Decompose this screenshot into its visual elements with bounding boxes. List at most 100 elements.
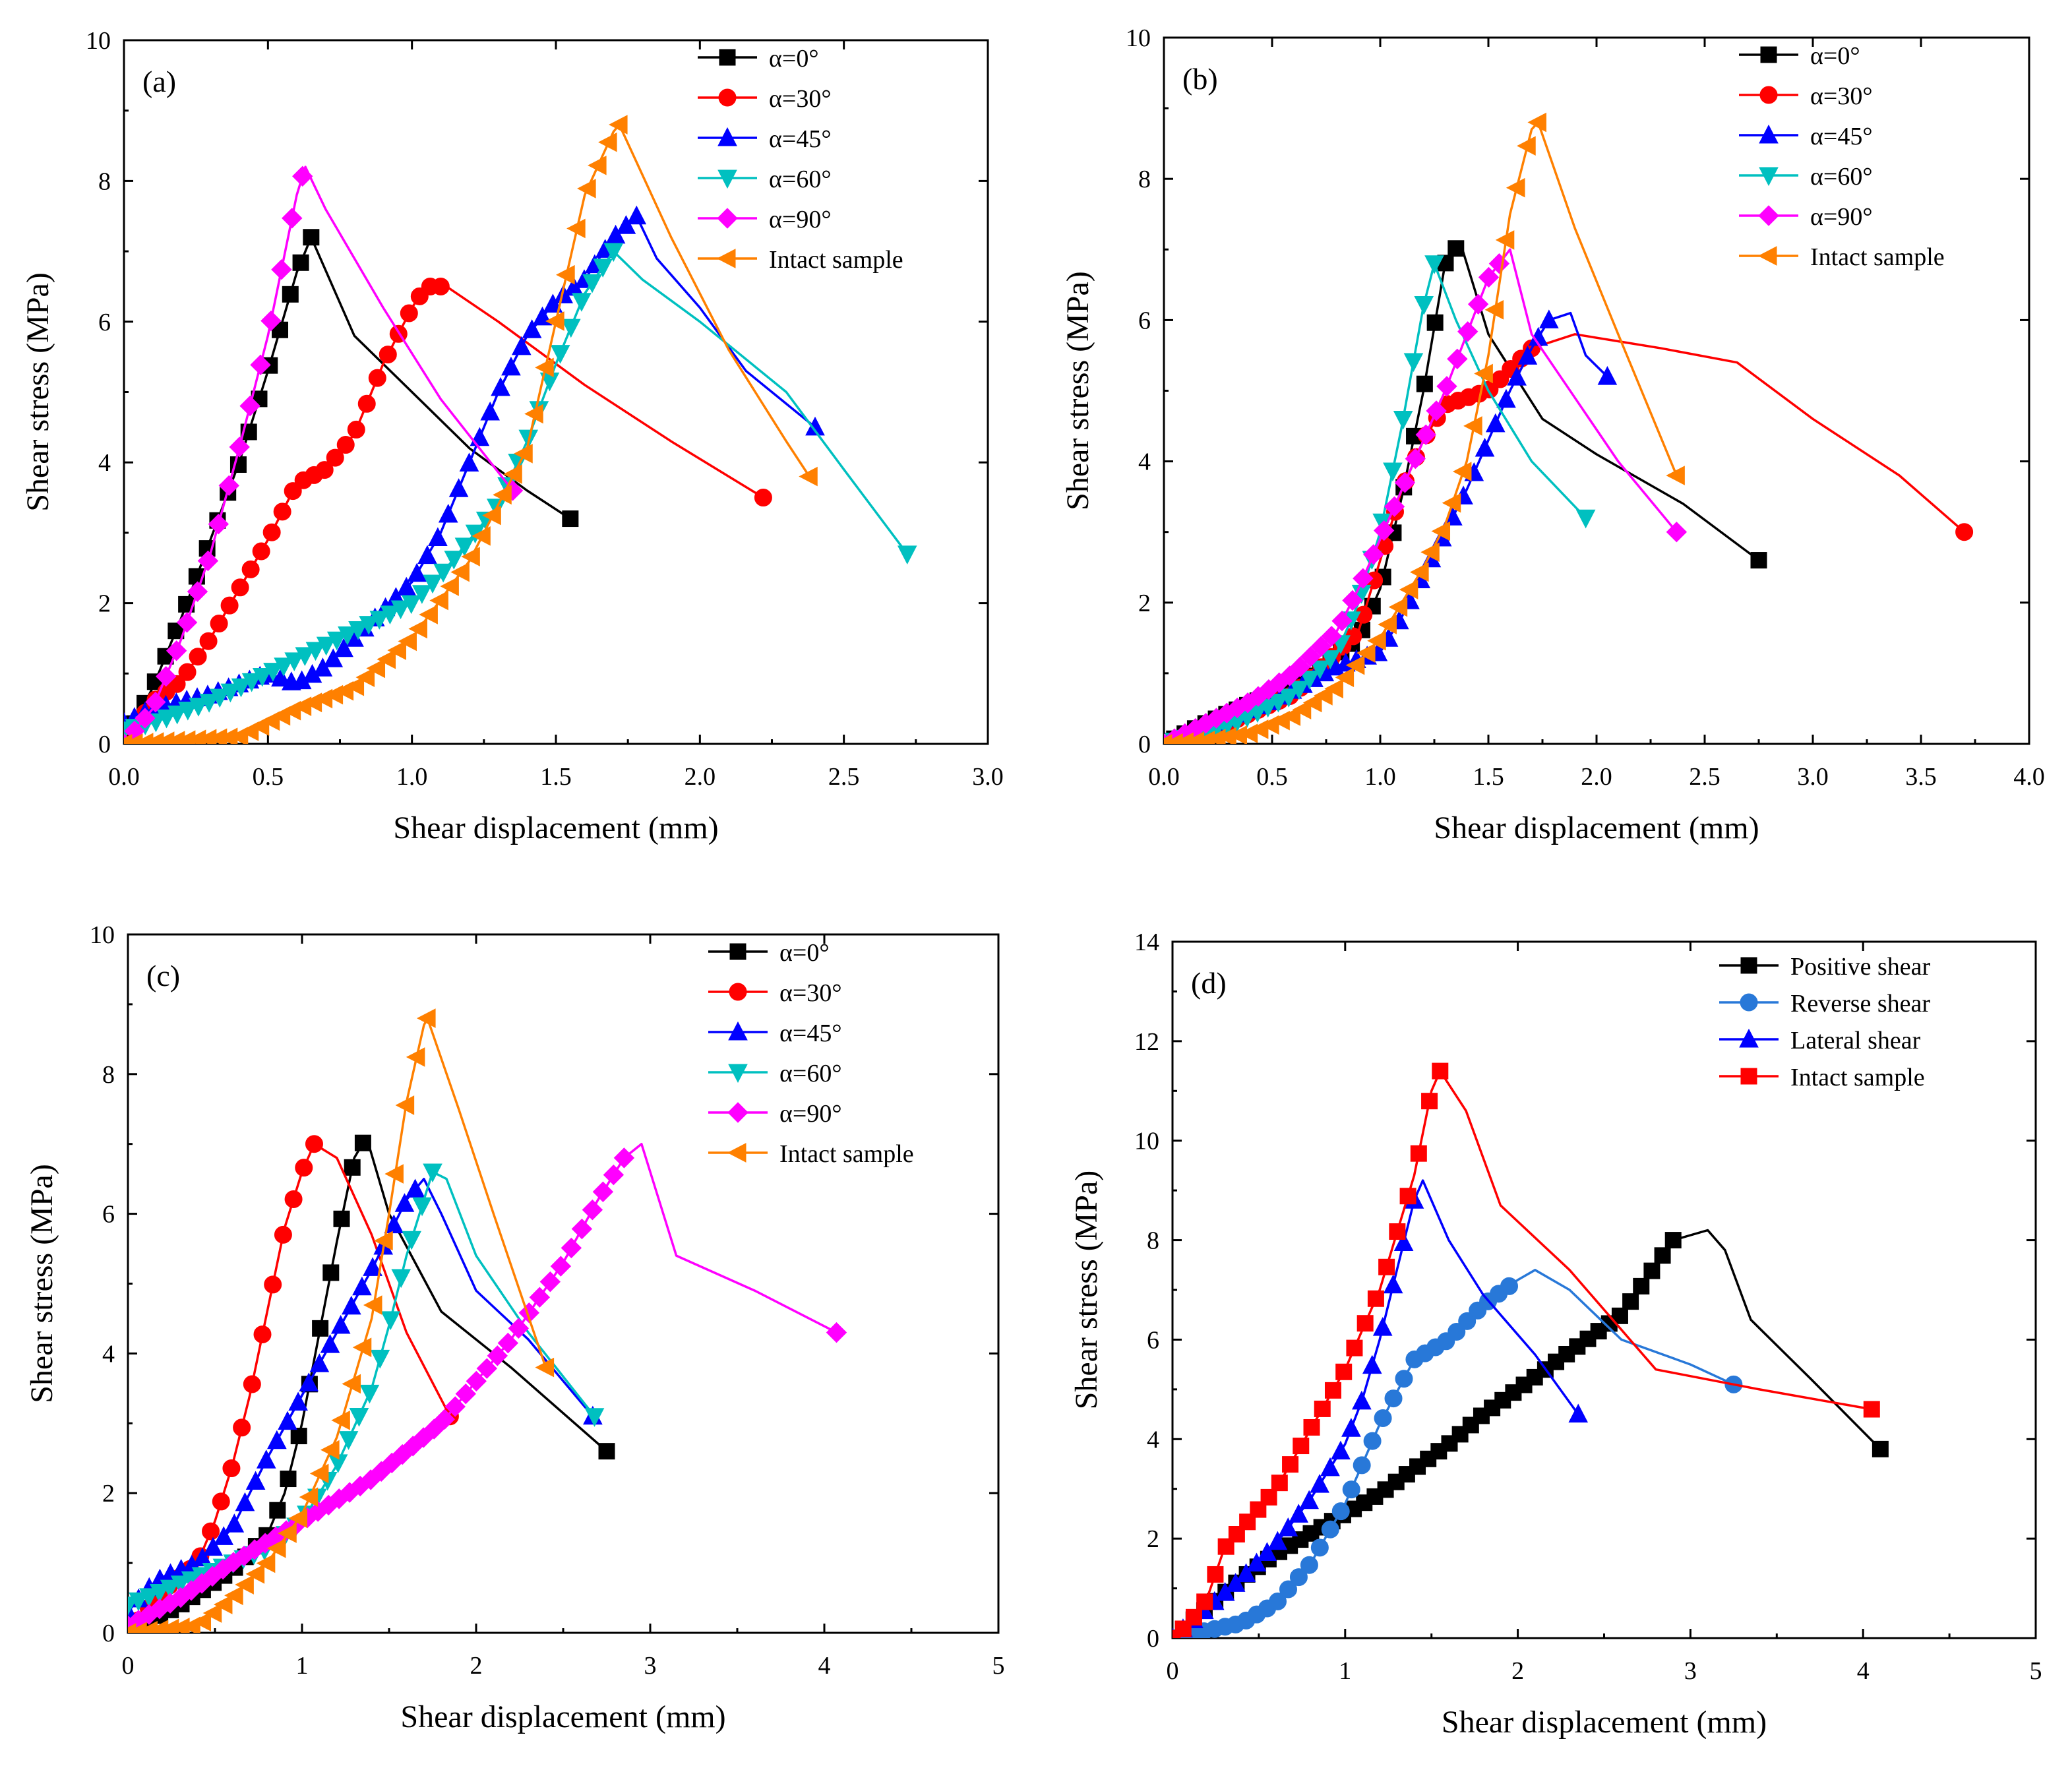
data-point [1246, 1552, 1267, 1572]
data-point [1426, 314, 1444, 331]
data-point [1664, 1232, 1682, 1249]
panel-label: (c) [146, 959, 180, 992]
data-point [493, 485, 512, 505]
data-point [208, 514, 229, 535]
data-point [1495, 230, 1515, 250]
panel-label: (a) [142, 65, 176, 98]
data-point [1331, 610, 1353, 632]
data-point [1410, 1145, 1427, 1162]
series-line [128, 1142, 451, 1633]
data-point [1394, 472, 1416, 493]
data-point [243, 1375, 261, 1393]
data-point [897, 545, 917, 564]
data-point [284, 482, 302, 501]
data-point [1442, 493, 1461, 513]
y-tick-label: 0 [98, 731, 111, 758]
data-point [514, 444, 533, 464]
data-point [395, 1095, 415, 1115]
data-point [210, 688, 230, 708]
x-tick-label: 1.0 [1364, 763, 1396, 791]
data-point [170, 1575, 191, 1595]
data-point [459, 452, 479, 472]
data-point [193, 1547, 212, 1567]
data-point [1289, 1504, 1309, 1523]
data-point [381, 1311, 401, 1330]
data-point [1539, 309, 1559, 328]
data-point [235, 1575, 254, 1595]
data-point [1260, 1488, 1277, 1506]
data-point [1485, 413, 1506, 433]
legend-label: Intact sample [1810, 243, 1945, 271]
data-point [550, 1256, 572, 1277]
data-point [203, 1537, 223, 1556]
legend-marker [1759, 86, 1778, 104]
data-point [333, 1210, 350, 1227]
y-tick-label: 4 [1147, 1426, 1159, 1453]
data-point [139, 1588, 159, 1607]
data-point [417, 545, 437, 564]
data-point [290, 1428, 307, 1445]
y-tick-label: 10 [90, 921, 115, 949]
data-point [1320, 650, 1341, 669]
data-point [309, 1463, 329, 1484]
data-point [470, 427, 490, 446]
data-point [1527, 112, 1546, 133]
y-axis-label: Shear stress (MPa) [1060, 271, 1095, 510]
data-point [369, 611, 390, 630]
data-point [503, 464, 522, 484]
data-point [1367, 1290, 1384, 1307]
data-point [1269, 1592, 1287, 1610]
legend-marker [1759, 167, 1779, 187]
y-tick-label: 6 [98, 309, 111, 336]
y-tick-label: 0 [1138, 731, 1151, 758]
x-tick-label: 3.0 [972, 763, 1004, 791]
legend-marker [1739, 1028, 1759, 1048]
legend-marker [718, 88, 737, 107]
series-line [1173, 1179, 1579, 1638]
data-point [299, 1372, 319, 1391]
series-line [128, 1171, 595, 1606]
legend-label: α=45° [779, 1020, 842, 1047]
y-tick-label: 6 [1147, 1326, 1159, 1354]
legend-marker [717, 169, 737, 189]
data-point [406, 1047, 425, 1067]
y-tick-label: 10 [1134, 1128, 1159, 1155]
data-point [1341, 1418, 1361, 1437]
data-point [535, 357, 554, 378]
data-point [1363, 1432, 1382, 1450]
data-point [295, 1159, 313, 1177]
data-point [429, 590, 448, 611]
data-point [315, 461, 334, 479]
data-point [1324, 1382, 1341, 1399]
data-point [603, 1164, 625, 1186]
data-point [178, 702, 198, 721]
y-tick-label: 14 [1134, 929, 1159, 956]
data-point [416, 1008, 436, 1028]
data-point [448, 478, 469, 497]
series-line [124, 236, 571, 744]
data-point [826, 1322, 847, 1343]
data-point [135, 708, 156, 729]
data-point [497, 1332, 519, 1354]
legend-label: α=0° [1810, 42, 1860, 70]
data-point [1666, 521, 1688, 543]
data-point [562, 510, 579, 528]
data-point [1299, 1490, 1319, 1509]
data-point [1475, 437, 1495, 457]
data-point [220, 596, 239, 615]
data-point [235, 1492, 255, 1511]
y-tick-label: 2 [98, 590, 111, 618]
data-point [266, 1539, 286, 1558]
data-point [1654, 1247, 1671, 1264]
data-point [1436, 376, 1457, 397]
data-point [352, 1276, 372, 1296]
data-point [156, 709, 177, 729]
y-tick-label: 4 [1138, 448, 1151, 476]
data-point [1384, 496, 1405, 517]
legend-marker [717, 208, 738, 229]
data-point [419, 605, 438, 625]
legend-marker [717, 127, 737, 146]
x-tick-label: 1.5 [1473, 763, 1504, 791]
data-point [394, 1193, 415, 1212]
data-point [1300, 646, 1322, 667]
